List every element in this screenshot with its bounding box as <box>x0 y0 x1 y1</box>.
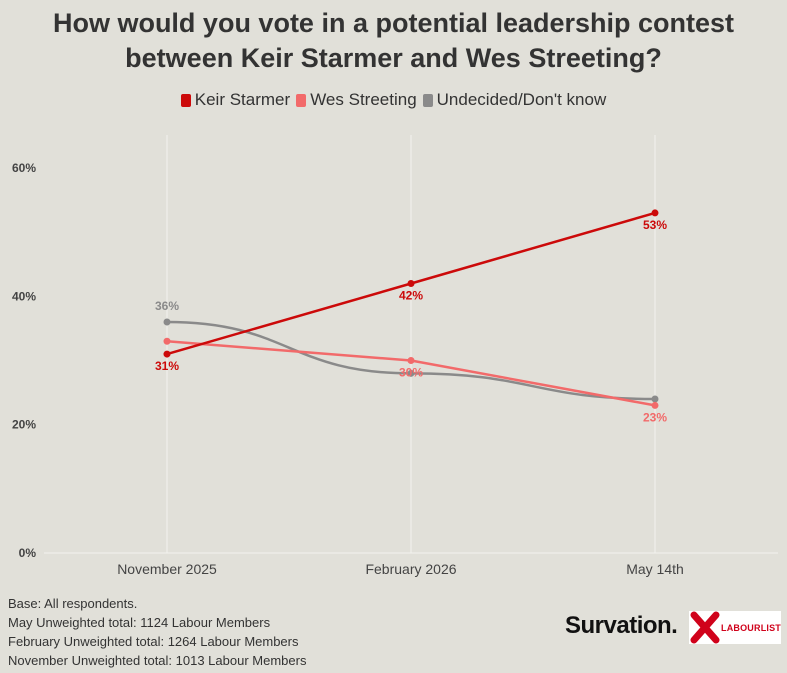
survation-logo: Survation. <box>565 612 678 639</box>
legend-item-wes-streeting: Wes Streeting <box>296 90 417 110</box>
note-may-total: May Unweighted total: 1124 Labour Member… <box>8 615 271 630</box>
chart-title-line-1: How would you vote in a potential leader… <box>52 8 735 38</box>
note-february-total: February Unweighted total: 1264 Labour M… <box>8 634 299 649</box>
note-november-total: November Unweighted total: 1013 Labour M… <box>8 653 307 668</box>
labourlist-logo: LABOURLIST <box>689 611 781 644</box>
chart-title-line-2: between Keir Starmer and Wes Streeting? <box>125 43 662 73</box>
data-label: 42% <box>399 289 423 303</box>
line-chart: 0% 20% 40% 60% November 2025 February 2026 May… <box>12 135 778 577</box>
legend-label-wes-streeting: Wes Streeting <box>310 90 417 109</box>
chart-title: How would you vote in a potential leader… <box>0 6 787 76</box>
y-tick-label: 0% <box>19 546 37 560</box>
legend-swatch-wes-streeting <box>296 93 307 107</box>
note-base: Base: All respondents. <box>8 596 138 611</box>
y-tick-label: 20% <box>12 418 36 432</box>
data-point <box>163 337 171 345</box>
legend-label-keir-starmer: Keir Starmer <box>194 90 291 109</box>
y-tick-label: 60% <box>12 161 36 175</box>
labourlist-logo-text: LABOURLIST <box>721 622 781 633</box>
legend-item-keir-starmer: Keir Starmer <box>180 90 291 110</box>
chart-legend: Keir Starmer Wes Streeting Undecided/Don… <box>0 90 787 110</box>
data-point <box>407 280 415 287</box>
data-point <box>407 369 415 377</box>
y-tick-label: 40% <box>12 289 36 303</box>
legend-swatch-undecided <box>422 93 433 107</box>
data-label: 31% <box>155 359 179 373</box>
x-tick-label: February 2026 <box>365 561 456 577</box>
data-point <box>163 350 171 358</box>
data-label: 36% <box>155 299 179 313</box>
data-point <box>651 401 659 409</box>
data-point <box>163 318 171 326</box>
data-label: 23% <box>643 410 667 424</box>
labourlist-x-icon <box>690 611 720 644</box>
legend-swatch-keir-starmer <box>180 93 191 107</box>
data-point <box>407 357 415 364</box>
x-tick-label: May 14th <box>626 561 684 577</box>
chart-notes: Base: All respondents. May Unweighted to… <box>8 594 306 670</box>
legend-item-undecided: Undecided/Don't know <box>422 90 607 110</box>
data-label: 30% <box>399 366 423 380</box>
x-tick-label: November 2025 <box>117 561 217 577</box>
legend-label-undecided: Undecided/Don't know <box>436 90 607 109</box>
data-point <box>651 209 659 217</box>
data-label: 53% <box>643 218 667 232</box>
data-point <box>651 395 659 403</box>
